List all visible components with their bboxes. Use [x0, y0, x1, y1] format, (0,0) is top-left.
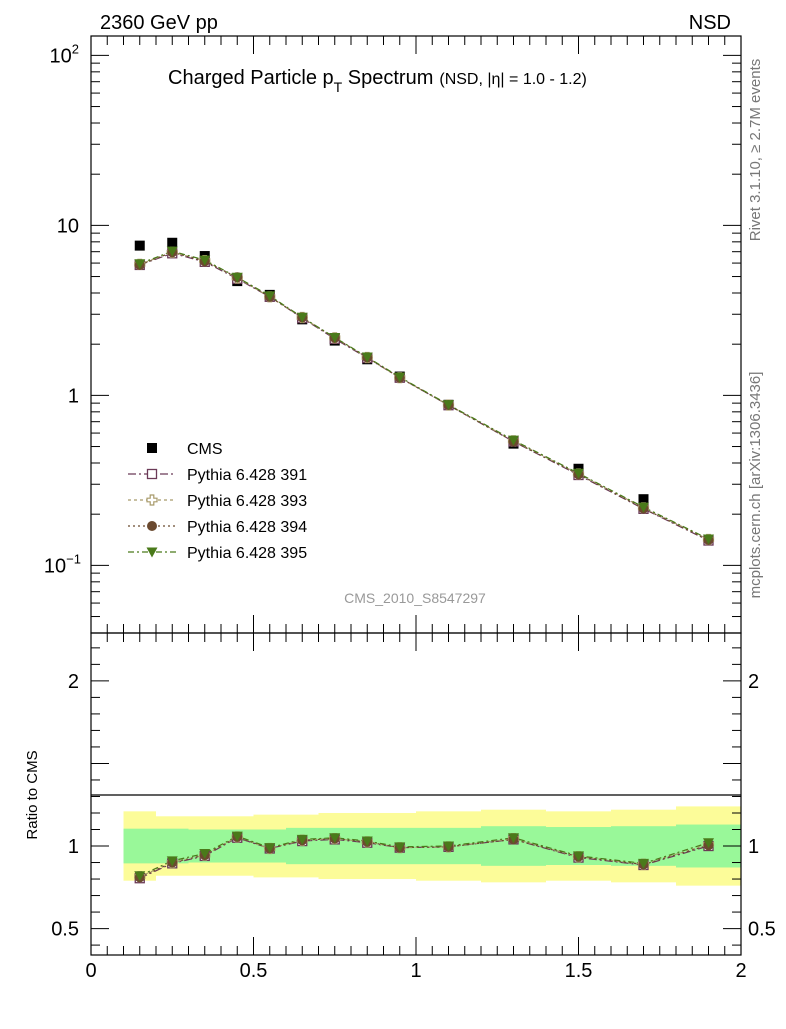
main-point-series-4-13 — [703, 534, 714, 545]
main-point-series-0-12 — [638, 494, 649, 505]
xtick-label-0: 0 — [85, 960, 96, 982]
ratio-point-series-3-8 — [394, 842, 406, 853]
ratio-uncertainty-bands — [123, 806, 741, 886]
legend-label-0: CMS — [187, 441, 223, 458]
ratio-point-series-3-2 — [199, 848, 211, 859]
ratio-axes: 0.5 0.5 1 1 2 2 0 0.5 1 1.5 2 — [51, 633, 776, 982]
main-point-series-4-0 — [134, 259, 146, 270]
legend-label-3: Pythia 6.428 394 — [187, 519, 307, 536]
main-point-series-4-12 — [638, 502, 649, 513]
ratio-point-series-3-13 — [703, 838, 714, 849]
ratio-y-axis-label: Ratio to CMS — [24, 750, 41, 839]
title-subscript: T — [334, 79, 343, 95]
ratio-point-series-3-7 — [361, 836, 373, 847]
main-point-series-4-7 — [361, 352, 373, 363]
legend-marker-4 — [146, 547, 158, 558]
ratio-ytick-label-right-1: 1 — [748, 836, 759, 858]
ratio-frame — [90, 632, 742, 956]
main-point-series-4-9 — [443, 400, 454, 411]
title-main: Charged Particle p — [168, 67, 334, 89]
main-point-series-4-3 — [231, 272, 243, 283]
main-ytick-label-1: 1 — [68, 385, 79, 407]
main-ytick-label-3: 102 — [50, 41, 79, 67]
main-series-markers — [134, 237, 715, 546]
header-left: 2360 GeV pp — [100, 12, 218, 34]
legend-marker-2 — [146, 494, 158, 506]
main-point-series-0-0 — [134, 240, 145, 251]
legend-label-2: Pythia 6.428 393 — [187, 493, 307, 510]
title-tail: Spectrum — [342, 67, 433, 89]
main-ytick-label-2: 10 — [57, 215, 79, 237]
legend-label-4: Pythia 6.428 395 — [187, 545, 307, 562]
ratio-band-inner-0 — [123, 828, 156, 864]
side-text-bottom: mcplots.cern.ch [arXiv:1306.3436] — [747, 372, 764, 599]
main-point-series-4-5 — [296, 312, 308, 323]
chart-title: Charged Particle pT Spectrum (NSD, |η| = … — [168, 67, 587, 95]
ratio-line-series-2 — [139, 836, 709, 878]
ratio-point-series-3-1 — [166, 856, 178, 867]
ratio-point-series-3-10 — [508, 833, 519, 844]
xtick-label-1: 0.5 — [240, 960, 268, 982]
xtick-label-4: 2 — [735, 960, 746, 982]
ratio-line-series-3 — [139, 835, 709, 877]
ratio-point-series-3-0 — [134, 871, 146, 882]
ratio-point-series-3-12 — [638, 858, 649, 869]
ratio-point-series-3-9 — [443, 841, 454, 852]
ratio-ytick-label-left-2: 2 — [68, 671, 79, 693]
legend: CMS Pythia 6.428 391 Pythia 6.428 393 Pythi… — [128, 441, 307, 562]
ratio-ytick-label-right-2: 2 — [748, 671, 759, 693]
legend-marker-3 — [147, 521, 157, 531]
main-line-series-1 — [139, 252, 709, 542]
main-point-series-4-6 — [329, 332, 341, 343]
legend-label-1: Pythia 6.428 391 — [187, 467, 307, 484]
side-text-top: Rivet 3.1.10, ≥ 2.7M events — [747, 59, 764, 242]
title-small: (NSD, |η| = 1.0 - 1.2) — [439, 71, 586, 88]
main-axes: 10−1 1 10 102 — [44, 36, 742, 634]
legend-marker-1 — [146, 468, 158, 480]
ratio-point-series-3-5 — [296, 834, 308, 845]
ratio-ytick-label-left-1: 1 — [68, 836, 79, 858]
header-right: NSD — [689, 12, 731, 34]
analysis-watermark: CMS_2010_S8547297 — [344, 590, 486, 606]
main-panel: 10−1 1 10 102 — [44, 35, 742, 634]
xtick-label-2: 1 — [410, 960, 421, 982]
ratio-panel: 0.5 0.5 1 1 2 2 0 0.5 1 1.5 2 Ratio to CMS — [24, 632, 776, 982]
main-point-series-4-10 — [508, 435, 519, 446]
main-point-series-4-8 — [394, 372, 406, 383]
main-point-series-4-11 — [573, 468, 584, 479]
xtick-label-3: 1.5 — [565, 960, 593, 982]
ratio-band-inner-10 — [481, 826, 546, 866]
main-point-series-4-4 — [264, 291, 276, 302]
ratio-ytick-label-right-0: 0.5 — [748, 919, 776, 941]
ratio-ytick-label-left-0: 0.5 — [51, 919, 79, 941]
main-point-series-0-1 — [167, 237, 178, 248]
main-point-series-4-2 — [199, 255, 211, 266]
main-ytick-label-0: 10−1 — [44, 551, 81, 577]
ratio-point-series-3-6 — [329, 833, 341, 844]
ratio-point-series-3-3 — [231, 831, 243, 842]
ratio-point-series-3-4 — [264, 843, 276, 854]
main-point-series-4-1 — [166, 246, 178, 257]
ratio-point-series-3-11 — [573, 851, 584, 862]
ratio-series-markers — [134, 831, 715, 884]
legend-marker-0 — [147, 443, 157, 453]
